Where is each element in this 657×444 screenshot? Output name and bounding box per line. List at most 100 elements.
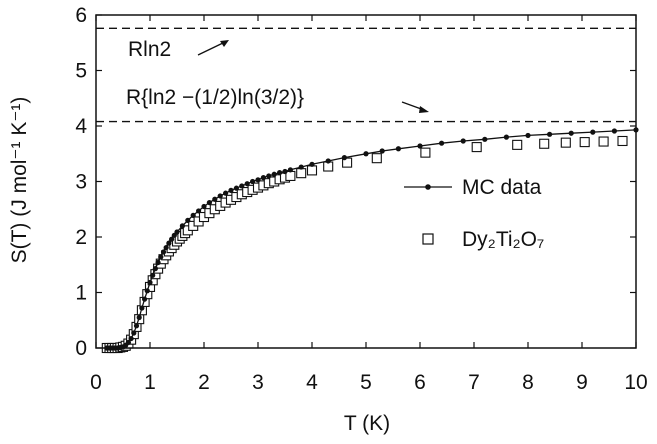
- mc-point: [163, 244, 169, 251]
- y-tick-label: 1: [75, 282, 87, 305]
- x-tick-label: 5: [360, 371, 372, 394]
- mc-point: [239, 183, 245, 189]
- mc-point: [525, 132, 531, 139]
- y-axis-ticks: 0 1 2 3 4 5 6: [75, 4, 636, 360]
- mc-point: [160, 249, 167, 255]
- x-tick-label: 3: [252, 371, 264, 394]
- mc-point: [309, 161, 315, 167]
- x-axis-ticks: 0 1 2 3 4 5 6 7 8 9 10: [90, 15, 648, 394]
- mc-point: [298, 164, 304, 170]
- dy-point: [471, 142, 482, 153]
- mc-point: [217, 193, 223, 199]
- y-tick-label: 5: [75, 60, 87, 83]
- plot-content: [96, 27, 639, 354]
- x-tick-label: 1: [144, 371, 156, 394]
- legend-mc-marker: [425, 184, 431, 190]
- x-tick-label: 2: [198, 371, 210, 394]
- mc-point: [150, 272, 156, 278]
- mc-point: [136, 314, 142, 321]
- mc-point: [212, 196, 218, 202]
- mc-point: [277, 170, 283, 176]
- x-tick-label: 7: [468, 371, 480, 394]
- ref-arrowhead-rln2: [220, 40, 229, 47]
- dy-point: [617, 135, 628, 147]
- legend-mc-label: MC data: [462, 176, 542, 199]
- mc-point: [590, 129, 596, 135]
- ref-arrowhead-residual: [419, 106, 429, 113]
- x-tick-label: 10: [624, 371, 647, 394]
- legend-dy-label: Dy₂Ti₂O₇: [462, 228, 544, 251]
- mc-point: [547, 131, 553, 137]
- mc-point: [363, 151, 369, 157]
- x-tick-label: 0: [90, 371, 102, 394]
- mc-point: [128, 335, 134, 342]
- dy-point: [598, 136, 609, 147]
- mc-point: [260, 175, 266, 181]
- mc-point: [255, 177, 261, 183]
- mc-point: [395, 146, 401, 152]
- mc-point: [417, 143, 423, 149]
- mc-point: [155, 259, 161, 266]
- dy-point: [560, 137, 571, 148]
- mc-point: [158, 254, 164, 260]
- mc-point: [152, 266, 158, 272]
- x-tick-label: 8: [522, 371, 534, 394]
- mc-point: [185, 217, 191, 223]
- mc-point: [125, 339, 131, 346]
- mc-point: [206, 199, 212, 206]
- mc-point: [166, 240, 172, 246]
- mc-point: [144, 288, 150, 294]
- mc-point: [169, 236, 175, 242]
- mc-point: [266, 173, 272, 179]
- mc-point: [174, 229, 180, 235]
- y-tick-label: 6: [75, 4, 87, 27]
- x-tick-label: 4: [306, 371, 318, 394]
- mc-point: [503, 134, 509, 140]
- mc-point: [201, 203, 207, 210]
- dy-point: [539, 138, 550, 149]
- dy-point: [512, 139, 523, 150]
- mc-point: [190, 212, 196, 218]
- x-axis-label: T (K): [344, 412, 390, 435]
- mc-point: [282, 168, 288, 175]
- mc-point: [131, 330, 137, 336]
- x-tick-label: 6: [414, 371, 426, 394]
- ref-arrow-rln2: [197, 41, 226, 56]
- dy-point: [371, 153, 382, 164]
- dy-point: [342, 157, 353, 168]
- ref-label-rln2: Rln2: [128, 38, 171, 61]
- mc-point: [611, 128, 618, 134]
- ref-label-residual: R{ln2 −(1/2)ln(3/2)}: [126, 86, 304, 109]
- mc-point: [287, 167, 293, 173]
- mc-point: [482, 136, 488, 142]
- mc-point: [147, 279, 153, 286]
- mc-point: [325, 158, 331, 164]
- dy-point: [579, 137, 590, 148]
- dy-point: [296, 168, 307, 179]
- mc-point: [233, 185, 239, 191]
- mc-point: [379, 148, 385, 154]
- mc-point: [439, 140, 445, 146]
- y-tick-label: 3: [75, 171, 87, 194]
- x-tick-label: 9: [576, 371, 588, 394]
- dy-point: [420, 147, 431, 158]
- y-axis-label: S(T) (J mol⁻¹ K⁻¹): [8, 97, 31, 264]
- mc-point: [139, 305, 145, 311]
- y-tick-label: 0: [75, 337, 87, 360]
- mc-point: [341, 155, 347, 161]
- mc-point: [271, 171, 277, 177]
- mc-point: [196, 208, 202, 214]
- legend-dy-marker: [422, 233, 434, 245]
- mc-point: [142, 296, 148, 302]
- mc-point: [244, 181, 250, 187]
- mc-point: [223, 190, 229, 196]
- y-tick-label: 2: [75, 226, 87, 249]
- dy-point: [306, 165, 318, 176]
- mc-point: [568, 130, 574, 136]
- y-tick-label: 4: [75, 115, 87, 138]
- legend: MC data Dy₂Ti₂O₇: [404, 176, 544, 251]
- mc-point: [133, 323, 140, 329]
- mc-point: [460, 138, 466, 144]
- plot-frame: [95, 14, 637, 349]
